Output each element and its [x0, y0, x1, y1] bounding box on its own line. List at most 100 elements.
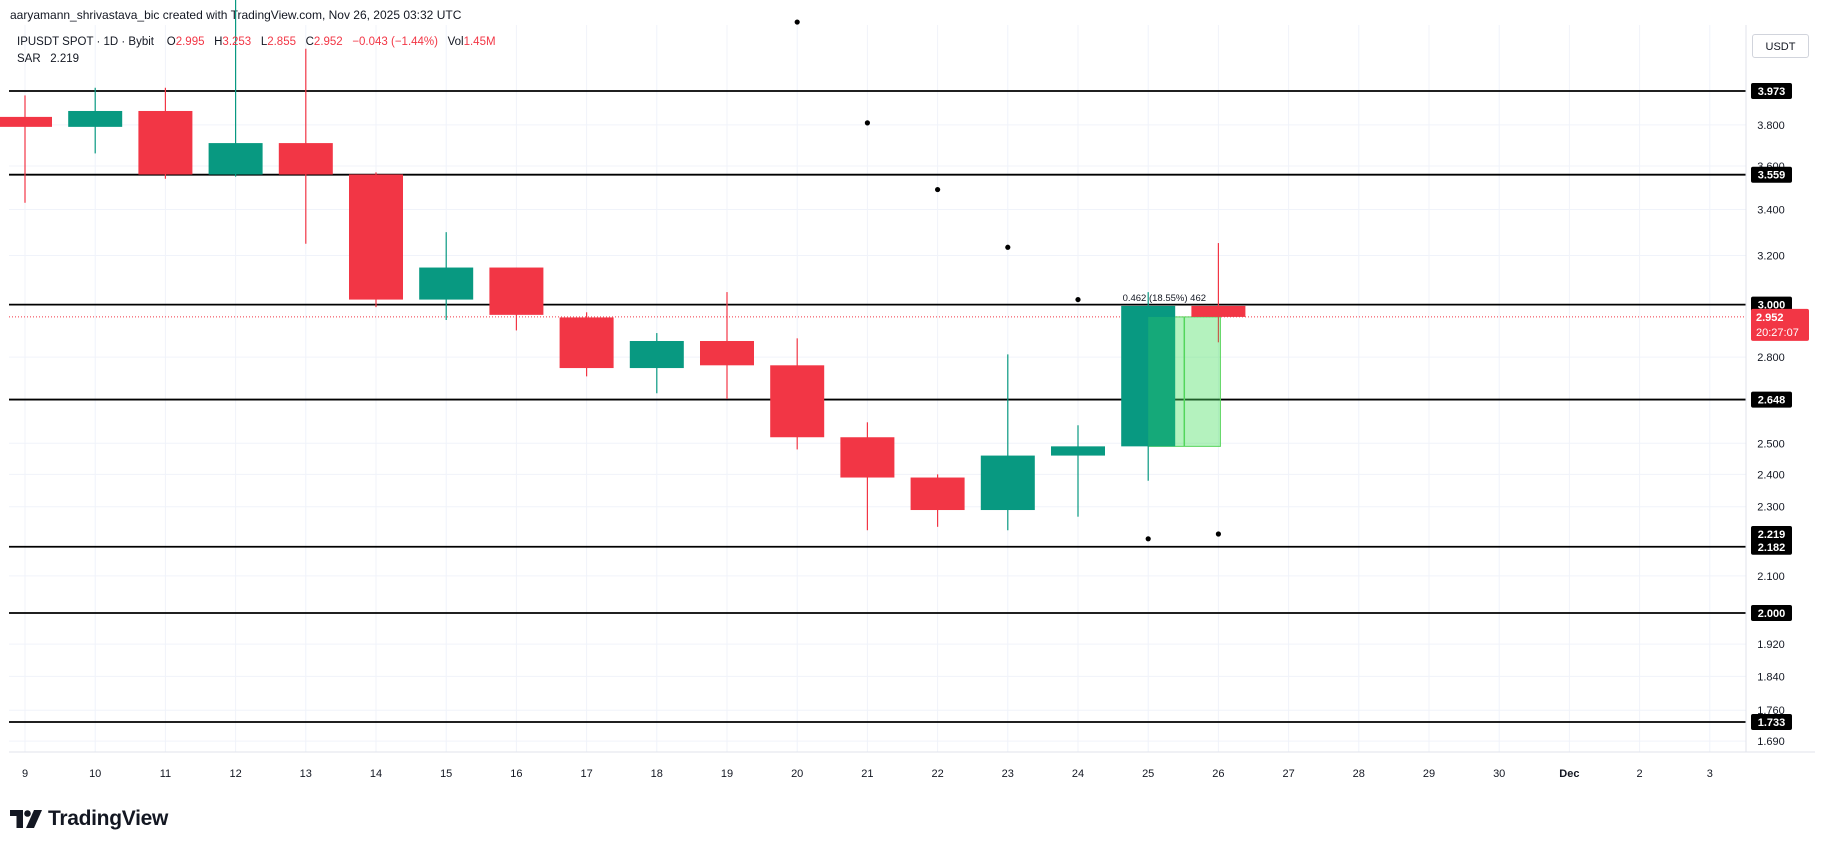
- price-tick-label: 2.400: [1757, 469, 1785, 481]
- level-badge: [1751, 391, 1792, 408]
- measure-label: 0.462 (18.55%) 462: [1123, 293, 1206, 304]
- open-value: 2.995: [175, 36, 205, 48]
- volume-value: 1.45M: [463, 36, 496, 48]
- sar-dot: [864, 120, 871, 126]
- open-label: O: [166, 36, 176, 48]
- time-tick-label: 25: [1142, 768, 1154, 780]
- tradingview-logo[interactable]: TradingView: [10, 807, 168, 831]
- level-badge-label: 3.000: [1758, 300, 1786, 312]
- time-tick-label: 19: [721, 768, 733, 780]
- time-tick-label: 17: [580, 768, 592, 780]
- price-tick-label: 3.400: [1757, 204, 1785, 216]
- candle-body[interactable]: [138, 110, 193, 175]
- level-badge-label: 2.000: [1758, 608, 1786, 620]
- time-tick-label: 23: [1002, 768, 1014, 780]
- time-tick-label: 2: [1637, 768, 1643, 780]
- time-tick-label: 13: [300, 768, 312, 780]
- symbol-legend[interactable]: IPUSDT SPOT · 1D · Bybit O2.995 H3.253 L…: [17, 34, 496, 68]
- candle-body[interactable]: [629, 340, 684, 369]
- price-tick-label: 2.500: [1757, 438, 1785, 450]
- candle-body[interactable]: [489, 267, 544, 315]
- candle-body[interactable]: [349, 174, 403, 300]
- candles[interactable]: [0, 0, 1246, 531]
- horizontal-levels: [9, 90, 1746, 723]
- sar-badge: [1751, 525, 1792, 542]
- axis-frame: [9, 25, 1815, 753]
- candle-body[interactable]: [208, 143, 263, 175]
- sar-dot: [935, 186, 941, 193]
- sar-dot: [1075, 296, 1081, 303]
- candle-body[interactable]: [559, 317, 614, 369]
- high-value: 3.253: [222, 36, 252, 48]
- time-tick-label: 28: [1353, 768, 1365, 780]
- sar-dot: [794, 19, 800, 25]
- candle-body[interactable]: [68, 110, 123, 127]
- candle-body[interactable]: [1121, 305, 1176, 447]
- candle-body[interactable]: [0, 116, 52, 127]
- last-price-badge: [1751, 308, 1809, 341]
- level-badge: [1751, 166, 1792, 183]
- time-tick-label: 18: [651, 768, 663, 780]
- price-tick-label: 2.100: [1757, 571, 1785, 583]
- ohlc-row: IPUSDT SPOT · 1D · Bybit O2.995 H3.253 L…: [17, 34, 496, 51]
- candle-body[interactable]: [840, 437, 895, 478]
- level-badge-label: 3.559: [1758, 170, 1786, 182]
- sar-row[interactable]: SAR 2.219: [17, 51, 496, 68]
- candle-body[interactable]: [980, 455, 1035, 511]
- low-label: L: [260, 36, 268, 48]
- candle-body[interactable]: [278, 143, 333, 175]
- time-tick-label: 16: [510, 768, 522, 780]
- time-axis[interactable]: 9 10 11 12 13 14 15 16 17 18 19 20 21 22 23 24 25 26 27 28 2…: [22, 768, 1713, 780]
- time-tick-label: 9: [22, 768, 28, 780]
- sar-badge-label: 2.219: [1758, 529, 1786, 541]
- level-badge: [1751, 538, 1792, 555]
- volume-label: Vol: [447, 36, 464, 48]
- price-axis[interactable]: 3.8003.6003.4003.2002.8002.5002.4002.300…: [1757, 120, 1785, 748]
- price-tick-label: 1.840: [1757, 671, 1785, 683]
- candle-body[interactable]: [419, 267, 474, 300]
- price-tick-label: 3.200: [1757, 251, 1785, 263]
- sar-dot: [1145, 536, 1151, 542]
- close-value: 2.952: [313, 36, 343, 48]
- logo-text: TradingView: [48, 807, 169, 830]
- level-badge: [1751, 605, 1792, 622]
- level-badge-label: 2.648: [1758, 395, 1786, 407]
- currency-button[interactable]: USDT: [1752, 34, 1809, 58]
- price-tick-label: 1.920: [1757, 639, 1785, 651]
- price-tick-label: 1.690: [1757, 736, 1785, 748]
- grid-lines: [9, 25, 1746, 752]
- price-tick-label: 3.800: [1757, 120, 1785, 132]
- level-badge-label: 2.182: [1758, 542, 1786, 554]
- price-tick-label: 2.800: [1757, 352, 1785, 364]
- candle-body[interactable]: [1051, 446, 1105, 456]
- time-tick-label: 26: [1212, 768, 1224, 780]
- level-badge: [1751, 714, 1792, 730]
- sar-dot: [1215, 531, 1221, 537]
- candle-body[interactable]: [700, 340, 754, 366]
- level-badge-label: 1.733: [1758, 717, 1786, 729]
- candle-body[interactable]: [770, 365, 825, 438]
- countdown-label: 20:27:07: [1756, 327, 1799, 339]
- time-tick-label: 20: [791, 768, 803, 780]
- time-tick-label: 27: [1282, 768, 1294, 780]
- last-price-label: 2.952: [1756, 312, 1784, 324]
- symbol-info[interactable]: IPUSDT SPOT · 1D · Bybit: [17, 36, 154, 48]
- sar-label: SAR: [17, 53, 41, 65]
- level-badge: [1751, 83, 1792, 99]
- close-label: C: [305, 36, 314, 48]
- price-badges: 3.973 3.559 3.000 2.648 2.182 2.000 1.733 2.219…: [1751, 83, 1809, 730]
- candle-body[interactable]: [1191, 305, 1246, 317]
- time-tick-label: 11: [160, 768, 171, 780]
- time-tick-label: Dec: [1559, 768, 1579, 780]
- time-tick-label: 12: [229, 768, 241, 780]
- measure-overlay: [1148, 316, 1221, 447]
- time-tick-label: 10: [89, 768, 101, 780]
- level-badge: [1751, 296, 1792, 313]
- time-tick-label: 29: [1423, 768, 1435, 780]
- change-value: −0.043 (−1.44%): [352, 36, 438, 48]
- candle-body[interactable]: [910, 477, 965, 511]
- sar-dot: [1005, 244, 1011, 250]
- sar-dots: [794, 19, 1221, 542]
- high-label: H: [214, 36, 223, 48]
